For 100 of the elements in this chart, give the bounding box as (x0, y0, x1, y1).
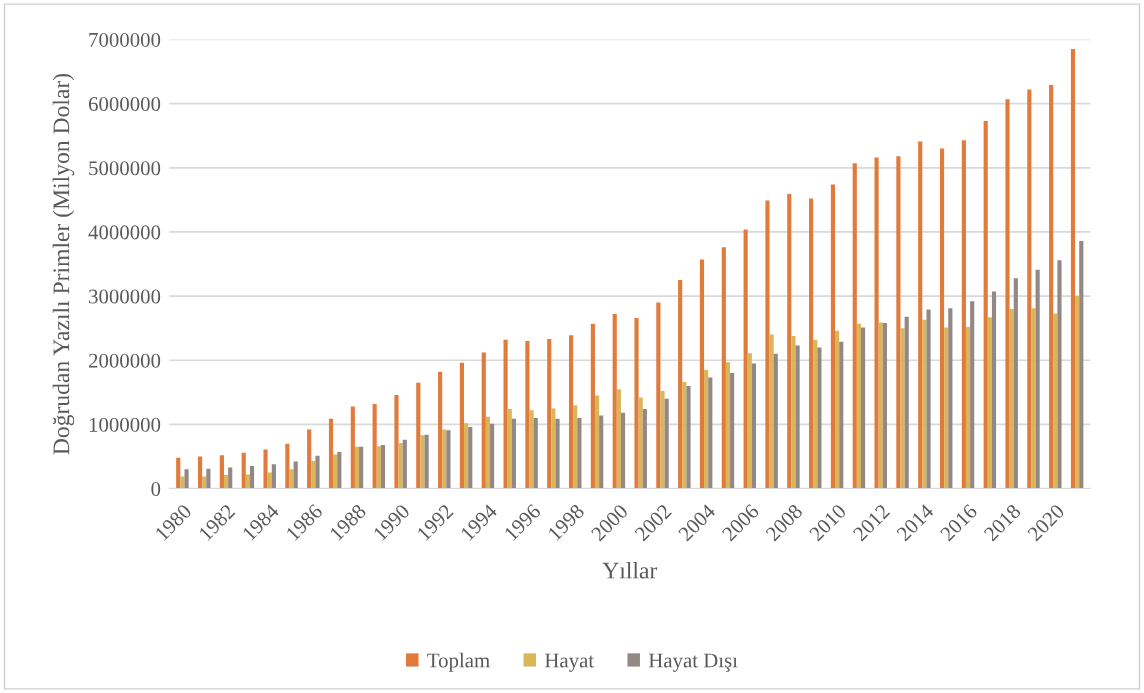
bar (380, 444, 386, 489)
bar (394, 394, 399, 489)
bar (704, 369, 709, 489)
bar (206, 468, 211, 489)
bar (620, 412, 626, 489)
bar (904, 316, 909, 489)
bar (202, 476, 207, 489)
bar (1009, 308, 1014, 489)
y-tick-label: 1000000 (89, 417, 161, 432)
bar (839, 341, 844, 489)
legend-label: Toplam (427, 652, 490, 672)
bar (468, 426, 473, 489)
bar (594, 395, 600, 489)
y-tick-label: 3000000 (89, 289, 161, 304)
bar (1057, 260, 1062, 489)
bar (184, 469, 189, 489)
bar (725, 362, 731, 489)
bar (446, 430, 451, 489)
x-axis-title: Yıllar (602, 561, 658, 579)
bar (416, 382, 421, 489)
bar (918, 141, 923, 489)
bar (337, 452, 342, 489)
bar (525, 341, 530, 489)
bar (970, 301, 975, 489)
bar (511, 418, 516, 489)
bar (900, 328, 905, 489)
bar (787, 194, 792, 489)
bar (547, 339, 552, 489)
bar (420, 435, 425, 489)
bar (699, 259, 705, 489)
bar (751, 363, 757, 489)
bar (376, 446, 381, 489)
bar (464, 423, 469, 489)
bar (642, 409, 647, 489)
bar (241, 452, 246, 489)
bar (656, 302, 661, 489)
y-tick-label: 7000000 (89, 32, 161, 47)
bar (809, 198, 814, 489)
bar (590, 323, 595, 489)
bar (1075, 296, 1080, 489)
bar (1053, 313, 1058, 489)
bar (987, 317, 992, 489)
bar (708, 377, 713, 489)
bar (773, 353, 778, 489)
bar (991, 291, 997, 489)
bar (228, 467, 233, 489)
bar (315, 455, 320, 489)
bar (944, 327, 949, 489)
bar (939, 148, 945, 489)
legend-label: Hayat (544, 653, 594, 672)
bar (311, 460, 316, 489)
bar (860, 327, 866, 489)
bar (1027, 89, 1032, 489)
bar (926, 309, 931, 489)
bar (852, 163, 857, 489)
bar (438, 371, 443, 489)
bar (638, 397, 643, 489)
bar (817, 347, 822, 489)
bar (743, 229, 748, 489)
bar (245, 474, 250, 489)
bar (180, 476, 185, 489)
bar (1079, 240, 1084, 489)
bar (285, 443, 290, 489)
bar (599, 415, 604, 489)
y-axis-title: Doğrudan Yazılı Primler (Milyon Dolar) (52, 73, 75, 455)
bar (402, 439, 407, 489)
bar (481, 352, 486, 489)
bar (398, 443, 403, 489)
bar (359, 446, 364, 489)
bar (507, 409, 512, 489)
bar (485, 416, 490, 489)
bar (503, 339, 508, 489)
bar (664, 398, 669, 489)
bar (289, 469, 294, 489)
bar (961, 140, 966, 489)
bar (223, 475, 229, 489)
bar (730, 373, 735, 489)
bar (219, 455, 224, 489)
y-tick-label: 0 (151, 481, 161, 496)
y-tick-label: 5000000 (89, 161, 161, 176)
bar (1031, 308, 1036, 489)
bar (555, 418, 560, 489)
bar (874, 157, 879, 489)
bar (293, 461, 298, 489)
bar (176, 457, 181, 489)
bar (551, 408, 556, 489)
bar (568, 335, 574, 489)
y-tick-label: 4000000 (88, 225, 161, 240)
bar (856, 323, 861, 489)
bar (267, 472, 272, 489)
legend-label: Hayat Dışı (648, 653, 738, 672)
bar (490, 423, 495, 489)
bar (263, 449, 268, 489)
bar (769, 334, 774, 489)
bar (791, 335, 796, 489)
bar (533, 418, 538, 489)
bar (424, 434, 429, 489)
bar (197, 456, 203, 489)
bar (1070, 49, 1076, 489)
bar (612, 314, 617, 489)
